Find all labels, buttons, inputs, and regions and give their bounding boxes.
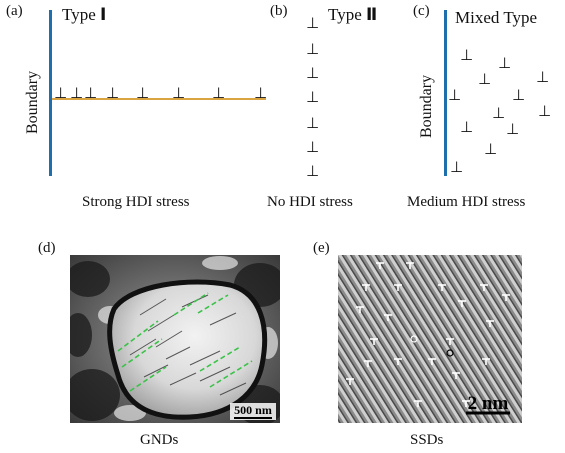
panel-a-boundary-line [49, 10, 52, 176]
panel-a-title: Type Ⅰ [62, 5, 106, 25]
ssd-dislocation-marker [414, 400, 422, 407]
panel-c-caption: Medium HDI stress [407, 194, 526, 210]
ssd-dislocation-marker [438, 284, 446, 291]
dislocation-symbol: ⊥ [538, 102, 552, 120]
ssd-dislocation-marker [384, 314, 392, 321]
panel-a-slip-plane [52, 98, 266, 100]
panel-a-title-roman: Ⅰ [100, 5, 107, 25]
dislocation-symbol: ⊥ [306, 88, 320, 106]
dislocation-symbol: ⊥ [306, 138, 320, 156]
panel-e-caption: SSDs [410, 432, 444, 448]
dislocation-symbol: ⊥ [84, 84, 98, 102]
panel-b-label: (b) [270, 3, 288, 19]
ssd-dislocation-marker [370, 338, 378, 345]
ssd-dislocation-marker [482, 358, 490, 365]
ssd-dislocation-marker [486, 320, 494, 327]
ssd-dislocation-marker [458, 300, 466, 307]
dislocation-symbol: ⊥ [306, 40, 320, 58]
panel-c-boundary-label: Boundary [418, 74, 435, 138]
ssd-dislocation-marker [452, 372, 460, 379]
ssd-circle-marker [410, 335, 418, 343]
dislocation-symbol: ⊥ [306, 14, 320, 32]
ssd-dislocation-marker [362, 284, 370, 291]
panel-a-caption: Strong HDI stress [82, 194, 190, 210]
dislocation-symbol: ⊥ [448, 86, 462, 104]
dislocation-symbol: ⊥ [512, 86, 526, 104]
panel-a-title-text: Type [62, 5, 100, 24]
dislocation-symbol: ⊥ [306, 114, 320, 132]
ssd-dislocation-marker [346, 378, 354, 385]
panel-c-title: Mixed Type [455, 8, 538, 27]
dislocation-symbol: ⊥ [136, 84, 150, 102]
dislocation-symbol: ⊥ [506, 120, 520, 138]
dislocation-symbol: ⊥ [306, 64, 320, 82]
ssd-dislocation-marker [394, 358, 402, 365]
panel-d-label: (d) [38, 240, 56, 256]
ssd-dislocation-marker [428, 358, 436, 365]
panel-d-scale-bar-label: 500 nm [234, 403, 272, 417]
panel-a-boundary-label: Boundary [24, 70, 41, 134]
ssd-circle-marker [446, 349, 454, 357]
ssd-dislocation-marker [406, 262, 414, 269]
tem-image: 500 nm [70, 255, 280, 423]
dislocation-symbol: ⊥ [70, 84, 84, 102]
panel-e-hrtem-image: 2 nm [338, 255, 522, 423]
scale-bar-bg [230, 403, 276, 420]
ssd-dislocation-marker [502, 294, 510, 301]
ssd-dislocation-marker [376, 262, 384, 269]
dislocation-symbol: ⊥ [498, 54, 512, 72]
dislocation-symbol: ⊥ [54, 84, 68, 102]
panel-d-caption: GNDs [140, 432, 179, 448]
ssd-dislocation-marker [394, 284, 402, 291]
panel-e-label: (e) [313, 240, 330, 256]
panel-c-boundary-line [444, 10, 447, 176]
ssd-dislocation-marker [446, 338, 454, 345]
dislocation-symbol: ⊥ [106, 84, 120, 102]
dislocation-symbol: ⊥ [536, 68, 550, 86]
dislocation-symbol: ⊥ [306, 162, 320, 180]
hrtem-fringes: 2 nm [338, 255, 522, 423]
dislocation-symbol: ⊥ [450, 158, 464, 176]
panel-e-scale-bar-label: 2 nm [468, 393, 509, 414]
dislocation-symbol: ⊥ [492, 104, 506, 122]
panel-b-title: Type Ⅱ [328, 5, 377, 25]
dislocation-symbol: ⊥ [484, 140, 498, 158]
dislocation-symbol: ⊥ [254, 84, 268, 102]
panel-b-title-text: Type [328, 5, 366, 24]
panel-b-caption: No HDI stress [267, 194, 353, 210]
panel-c-label: (c) [413, 3, 430, 19]
panel-a-label: (a) [6, 3, 23, 19]
panel-b-title-roman: Ⅱ [366, 5, 378, 25]
dislocation-symbol: ⊥ [172, 84, 186, 102]
dislocation-symbol: ⊥ [460, 118, 474, 136]
panel-d-tem-micrograph: 500 nm [70, 255, 280, 423]
ssd-dislocation-marker [480, 284, 488, 291]
dislocation-symbol: ⊥ [460, 46, 474, 64]
dislocation-symbol: ⊥ [212, 84, 226, 102]
ssd-dislocation-marker [364, 360, 372, 367]
dislocation-symbol: ⊥ [478, 70, 492, 88]
ssd-dislocation-marker [462, 400, 470, 407]
ssd-dislocation-marker [356, 306, 364, 313]
